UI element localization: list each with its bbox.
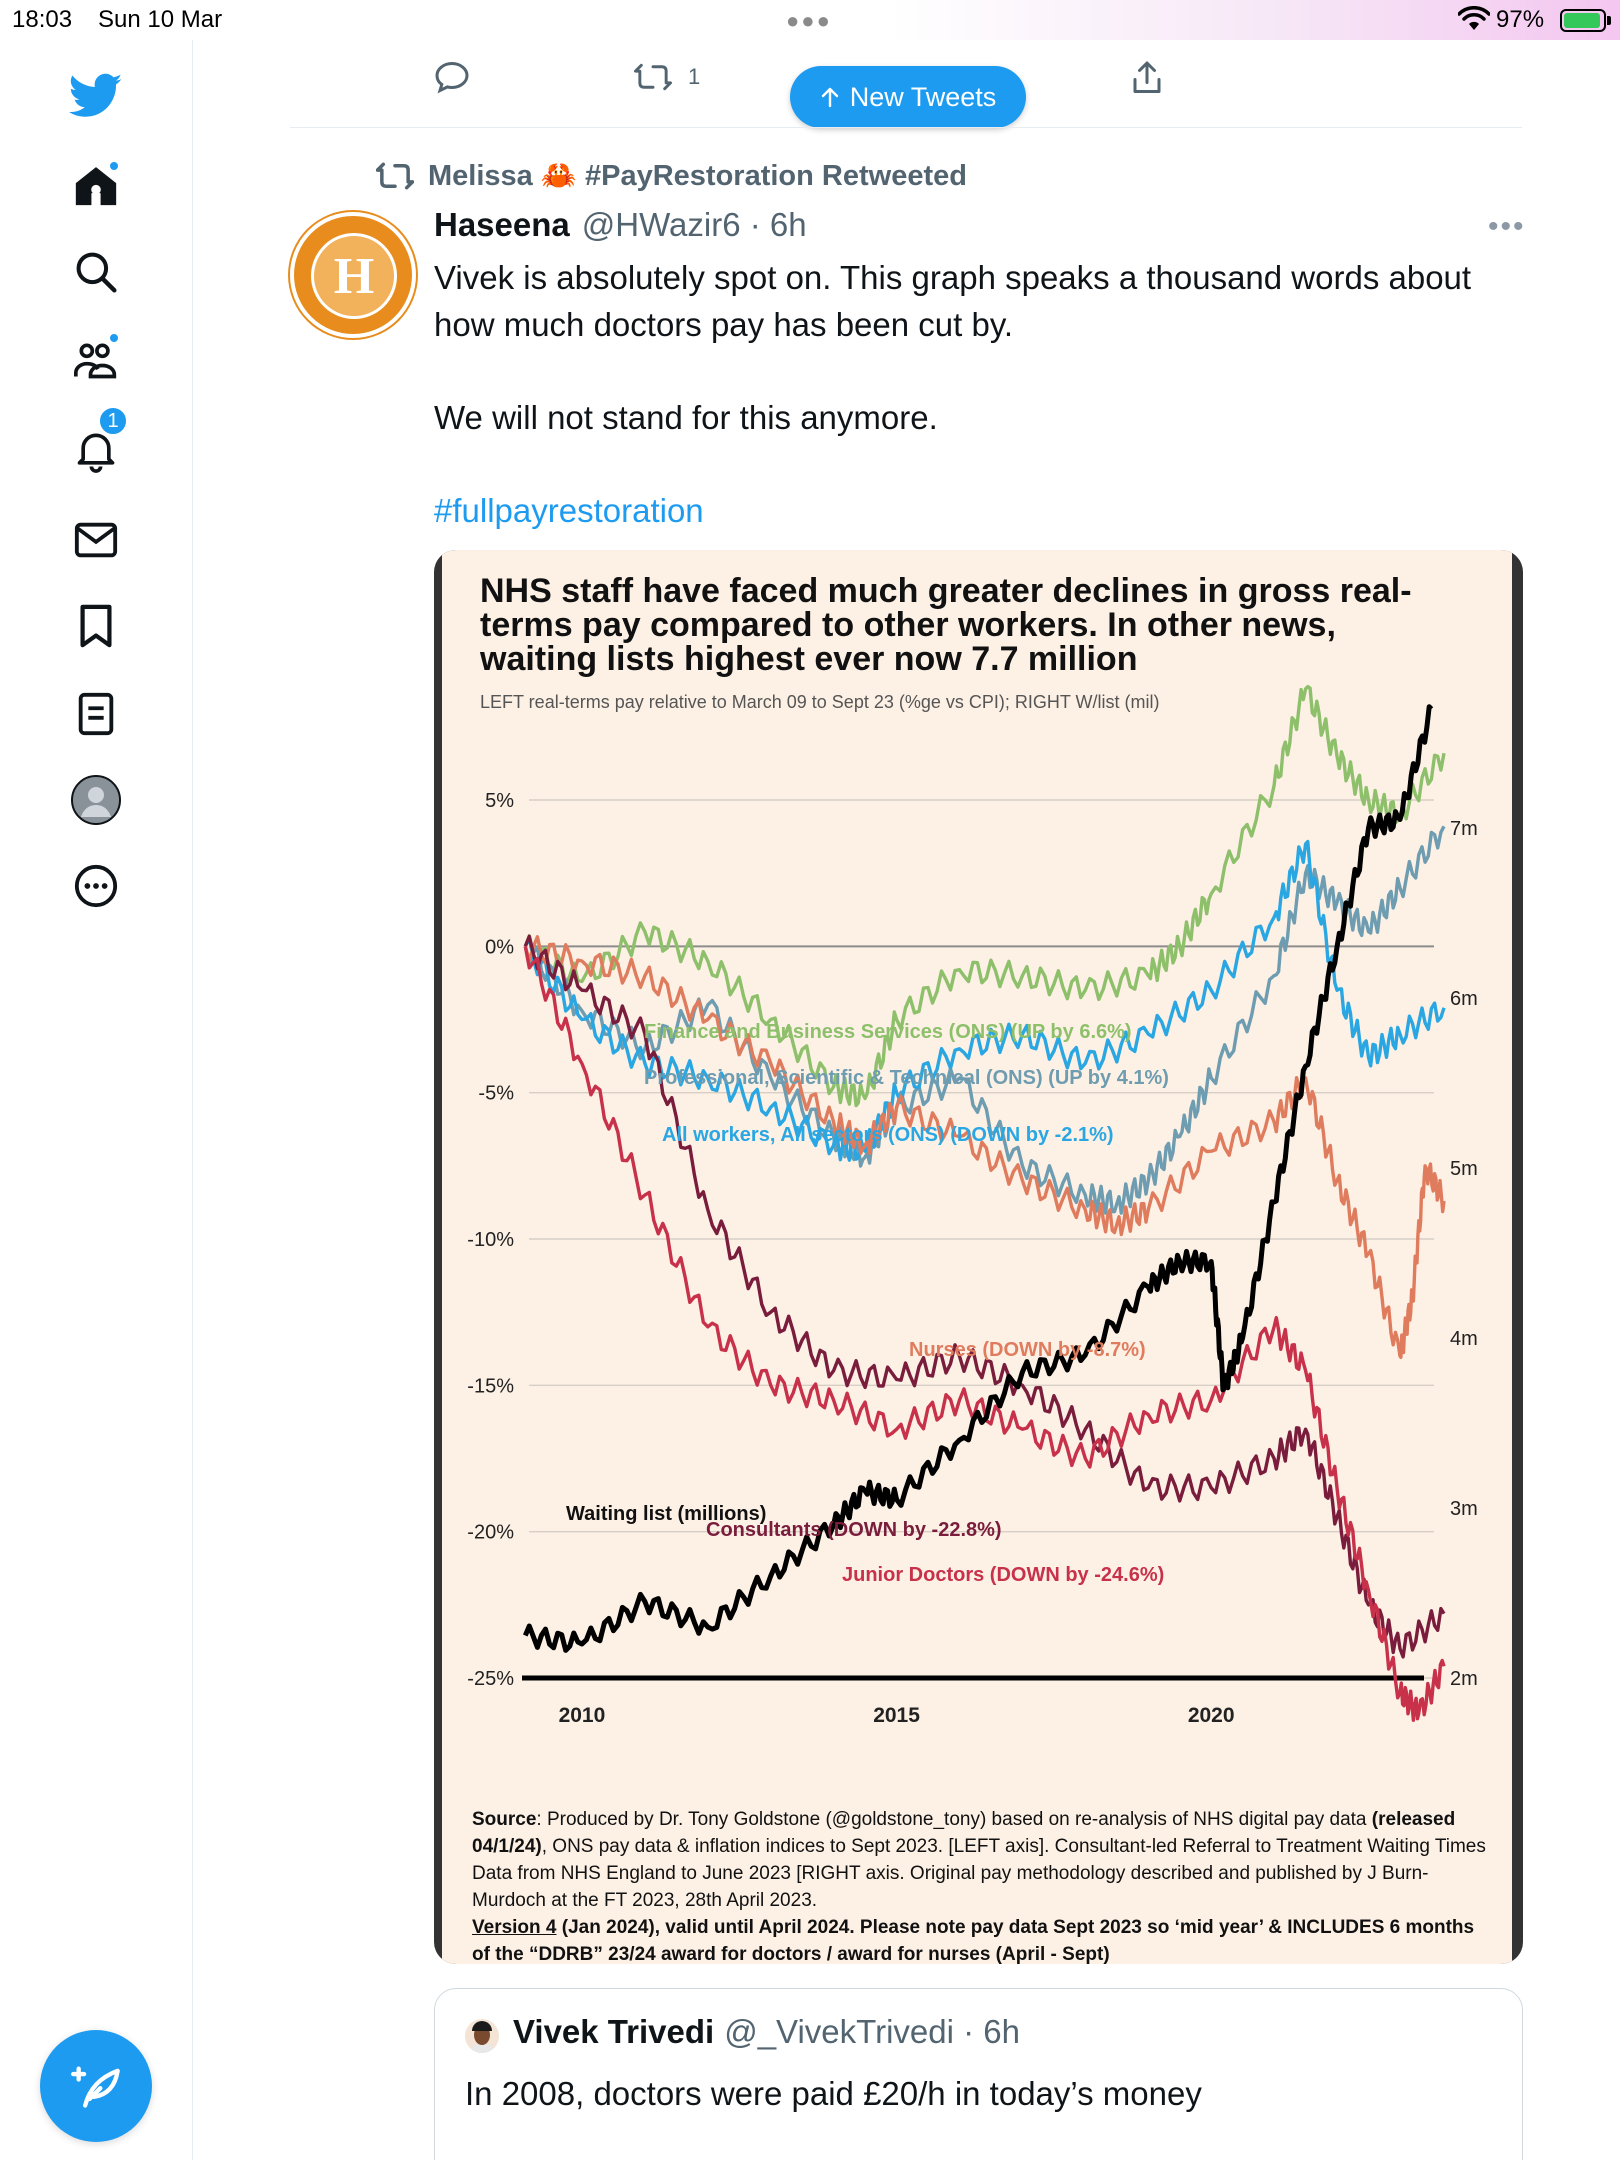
tweet-more-icon[interactable]: ••• <box>1488 210 1526 243</box>
status-date: Sun 10 Mar <box>98 6 223 33</box>
home-unread-dot <box>108 160 120 172</box>
y-right-tick-label: 6m <box>1450 988 1478 1010</box>
x-tick-label: 2010 <box>559 1704 606 1727</box>
series-annotation-label: Consultants (DOWN by -22.8%) <box>706 1519 1002 1541</box>
quoted-tweet[interactable]: Vivek Trivedi @_VivekTrivedi · 6h In 200… <box>434 1988 1523 2160</box>
wifi-icon <box>1458 6 1490 30</box>
communities-unread-dot <box>108 332 120 344</box>
y-left-tick-label: -10% <box>467 1229 514 1251</box>
retweet-count: 1 <box>688 64 701 89</box>
tweet-header: Haseena @HWazir6 · 6h <box>434 206 807 246</box>
messages-icon[interactable] <box>66 510 126 570</box>
tweet-hashtag-link[interactable]: #fullpayrestoration <box>434 492 704 529</box>
series-line <box>522 704 1434 1653</box>
retweet-indicator-icon <box>376 162 414 190</box>
x-tick-label: 2015 <box>873 1704 920 1727</box>
status-time: 18:03 <box>12 6 73 33</box>
profile-avatar-icon[interactable] <box>66 770 126 830</box>
version-text: (Jan 2024), valid until April 2024. Plea… <box>472 1917 1475 1964</box>
notifications-bell-icon[interactable]: 1 <box>66 406 128 480</box>
series-line <box>523 935 1446 1359</box>
series-annotation-label: Professional, Scientific & Technical (ON… <box>644 1067 1169 1089</box>
author-name[interactable]: Haseena <box>434 206 570 243</box>
quoted-tweet-text: In 2008, doctors were paid £20/h in toda… <box>465 2075 1202 2112</box>
quoted-author-avatar <box>465 2019 499 2053</box>
search-icon[interactable] <box>66 242 126 302</box>
author-avatar[interactable]: H <box>290 212 416 338</box>
share-icon[interactable] <box>1130 60 1164 96</box>
lists-icon[interactable] <box>66 684 126 744</box>
arrow-up-icon <box>821 87 838 108</box>
retweeted-by-text: Melissa 🦀 #PayRestoration Retweeted <box>428 160 967 192</box>
bookmarks-icon[interactable] <box>66 596 126 656</box>
y-right-tick-label: 5m <box>1450 1158 1478 1180</box>
tweet-paragraph-2: We will not stand for this anymore. <box>434 399 938 436</box>
chart-subtitle: LEFT real-terms pay relative to March 09… <box>480 692 1160 712</box>
compose-tweet-button[interactable] <box>40 2030 152 2142</box>
y-left-tick-label: -25% <box>467 1668 514 1690</box>
reply-icon[interactable] <box>434 60 470 94</box>
avatar-logo: H <box>311 233 397 319</box>
feed-divider <box>290 127 1522 128</box>
y-left-tick-label: -5% <box>478 1083 514 1105</box>
retweet-icon[interactable] <box>634 62 672 92</box>
source-text-2: , ONS pay data & inflation indices to Se… <box>472 1836 1486 1911</box>
series-annotation-label: Finance and Business Services (ONS) (UP … <box>644 1021 1132 1043</box>
source-text-bold: (released 04/1/24) <box>472 1809 1456 1857</box>
tweet-media-image[interactable]: NHS staff have faced much greater declin… <box>434 550 1523 1964</box>
sidebar: 1 <box>0 40 193 2160</box>
x-tick-label: 2020 <box>1188 1704 1235 1727</box>
series-annotation-label: Junior Doctors (DOWN by -24.6%) <box>842 1564 1164 1586</box>
y-right-tick-label: 4m <box>1450 1328 1478 1350</box>
battery-percent: 97% <box>1496 6 1545 33</box>
communities-icon[interactable] <box>66 330 126 390</box>
new-tweets-button[interactable]: New Tweets <box>790 66 1026 128</box>
quoted-author-handle-time: @_VivekTrivedi · 6h <box>724 2013 1020 2050</box>
quoted-author-name: Vivek Trivedi <box>513 2013 715 2050</box>
series-line <box>523 934 1446 1659</box>
avatar-letter: H <box>333 247 375 305</box>
multitask-dots-icon[interactable]: ●●● <box>786 8 832 33</box>
source-label: Source <box>472 1809 537 1830</box>
chart-background <box>442 550 1512 1964</box>
y-left-tick-label: -20% <box>467 1522 514 1544</box>
y-left-tick-label: -15% <box>467 1375 514 1397</box>
series-line <box>523 825 1446 1215</box>
new-tweets-label: New Tweets <box>849 81 997 112</box>
battery-tip <box>1607 16 1611 25</box>
feather-plus-icon <box>71 2066 120 2108</box>
chart-title: NHS staff have faced much greater declin… <box>480 572 1412 678</box>
home-icon[interactable] <box>66 156 126 216</box>
notification-count-badge: 1 <box>98 406 128 436</box>
y-left-tick-label: 5% <box>485 790 514 812</box>
line-chart: 5% 0% -5% -10% -15% -20% -25% 7m 6m 5m 4m 3m 2m 2010 2… <box>467 684 1478 1727</box>
series-line <box>523 945 1446 1722</box>
retweeted-by-line[interactable]: Melissa 🦀 #PayRestoration Retweeted <box>376 158 967 194</box>
tweet-text: Vivek is absolutely spot on. This graph … <box>434 254 1514 580</box>
y-right-tick-label: 3m <box>1450 1498 1478 1520</box>
more-options-icon[interactable] <box>66 856 126 916</box>
y-left-tick-label: 0% <box>485 936 514 958</box>
tweet-paragraph-1: Vivek is absolutely spot on. This graph … <box>434 259 1472 343</box>
status-bar: 18:03 Sun 10 Mar ●●● 97% <box>0 0 1620 40</box>
source-text-1: : Produced by Dr. Tony Goldstone (@golds… <box>536 1809 1372 1830</box>
author-handle-time[interactable]: @HWazir6 · 6h <box>581 206 807 243</box>
series-line <box>523 839 1446 1162</box>
previous-tweet-actions: 1 <box>290 50 1520 130</box>
series-line <box>523 684 1446 1108</box>
twitter-logo-icon[interactable] <box>66 66 126 126</box>
quoted-tweet-header: Vivek Trivedi @_VivekTrivedi · 6h <box>513 2013 1020 2051</box>
y-right-tick-label: 7m <box>1450 818 1478 840</box>
series-annotation-label: All workers, All sectors (ONS) (DOWN by … <box>662 1124 1114 1146</box>
version-label: Version 4 <box>472 1917 557 1938</box>
y-right-tick-label: 2m <box>1450 1668 1478 1690</box>
series-annotation-label: Waiting list (millions) <box>566 1503 766 1525</box>
chart-source-note: Source: Produced by Dr. Tony Goldstone (… <box>472 1806 1492 1964</box>
battery-icon <box>1560 9 1606 32</box>
series-annotation-label: Nurses (DOWN by -8.7%) <box>909 1339 1146 1361</box>
